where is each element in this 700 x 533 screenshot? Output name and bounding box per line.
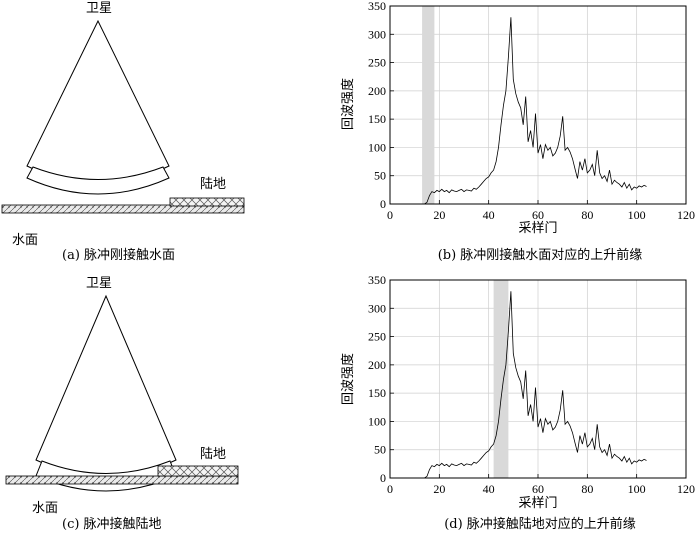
diagram-c: 卫星 陆地 水面 (c) 脉冲接触陆地 xyxy=(5,276,239,532)
y-tick-label: 100 xyxy=(368,140,386,154)
pulse-cone xyxy=(26,19,170,184)
y-tick-label: 150 xyxy=(368,386,386,400)
x-tick-label: 100 xyxy=(628,482,646,496)
water-label: 水面 xyxy=(12,233,38,248)
y-tick-label: 100 xyxy=(368,414,386,428)
y-tick-label: 350 xyxy=(368,0,386,13)
chart-d: 0 20 40 60 80 100 120 0 50 100 150 200 250 300 350 采样门… xyxy=(340,273,695,532)
y-tick-label: 200 xyxy=(368,358,386,372)
x-tick-label: 0 xyxy=(387,482,393,496)
series-line xyxy=(392,17,647,205)
y-axis-title: 回波强度 xyxy=(340,353,356,405)
y-tick-label: 300 xyxy=(368,27,386,41)
land-surface xyxy=(157,465,239,477)
x-tick-label: 0 xyxy=(387,208,393,222)
y-tick-label: 350 xyxy=(368,273,386,287)
land-label: 陆地 xyxy=(200,446,226,462)
x-tick-label: 40 xyxy=(483,208,495,222)
land-surface xyxy=(169,197,245,207)
y-tick-label: 300 xyxy=(368,301,386,315)
water-surface xyxy=(1,204,245,214)
series-line xyxy=(392,291,647,479)
x-tick-label: 120 xyxy=(677,482,695,496)
highlight-band xyxy=(422,6,435,204)
y-tick-label: 250 xyxy=(368,56,386,70)
pulse-footprint-band xyxy=(26,166,170,195)
x-tick-label: 20 xyxy=(433,208,445,222)
y-tick-label: 0 xyxy=(380,471,386,485)
satellite-label: 卫星 xyxy=(86,276,112,291)
highlight-band xyxy=(493,280,509,478)
caption-d: (d) 脉冲接触陆地对应的上升前缘 xyxy=(444,516,636,532)
x-tick-label: 20 xyxy=(433,482,445,496)
y-tick-label: 150 xyxy=(368,112,386,126)
y-tick-label: 50 xyxy=(374,169,386,183)
x-axis-title: 采样门 xyxy=(518,221,557,236)
diagram-a: 卫星 陆地 水面 (a) 脉冲刚接触水面 xyxy=(1,1,245,263)
y-tick-label: 0 xyxy=(380,197,386,211)
axis-ticks: 0 20 40 60 80 100 120 0 50 100 150 200 250 300 350 xyxy=(368,273,695,496)
x-axis-title: 采样门 xyxy=(518,496,557,511)
caption-c: (c) 脉冲接触陆地 xyxy=(62,516,162,532)
y-tick-label: 250 xyxy=(368,330,386,344)
land-label: 陆地 xyxy=(200,176,226,192)
y-axis-title: 回波强度 xyxy=(340,78,356,130)
caption-b: (b) 脉冲刚接触水面对应的上升前缘 xyxy=(438,247,643,263)
x-tick-label: 60 xyxy=(532,208,544,222)
axis-ticks: 0 20 40 60 80 100 120 0 50 100 150 200 250 300 350 xyxy=(368,0,695,222)
chart-grid xyxy=(389,279,687,479)
x-tick-label: 120 xyxy=(677,208,695,222)
x-tick-label: 80 xyxy=(581,208,593,222)
y-tick-label: 50 xyxy=(374,443,386,457)
water-label: 水面 xyxy=(32,501,58,516)
x-tick-label: 80 xyxy=(581,482,593,496)
satellite-label: 卫星 xyxy=(86,1,112,16)
x-tick-label: 60 xyxy=(532,482,544,496)
chart-b: 0 20 40 60 80 100 120 0 50 100 150 200 250 300 350 采样门… xyxy=(340,0,695,263)
x-tick-label: 40 xyxy=(483,482,495,496)
x-tick-label: 100 xyxy=(628,208,646,222)
y-tick-label: 200 xyxy=(368,84,386,98)
caption-a: (a) 脉冲刚接触水面 xyxy=(62,247,175,263)
pulse-cone xyxy=(35,294,177,477)
water-surface xyxy=(5,475,239,485)
